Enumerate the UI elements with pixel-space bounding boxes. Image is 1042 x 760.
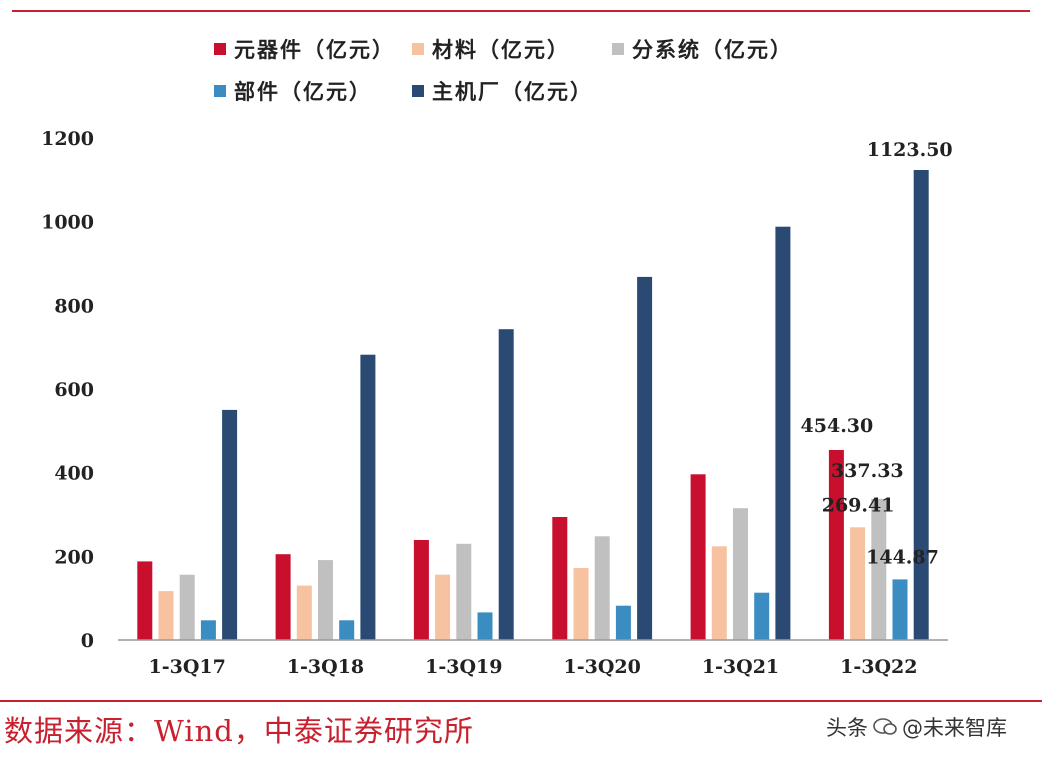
data-label-4: 1123.50 [867, 139, 953, 161]
watermark: 头条 @未来智库 [826, 712, 1007, 742]
legend-item-materials: 材料（亿元） [412, 34, 570, 64]
legend-swatch-subsystems [612, 43, 624, 55]
bar-1-3Q22-s2 [871, 498, 887, 640]
legend-label-oem: 主机厂（亿元） [432, 79, 593, 104]
bar-1-3Q21-s0 [690, 474, 706, 640]
legend: 元器件（亿元） 材料（亿元） 分系统（亿元） 部件（亿元） 主机厂（亿元） [214, 34, 834, 114]
x-tick-label-0: 1-3Q17 [149, 656, 226, 678]
y-tick-label-6: 1200 [41, 128, 94, 150]
source-note: 数据来源：Wind，中泰证券研究所 [4, 714, 474, 748]
bar-1-3Q19-s2 [456, 543, 472, 640]
data-label-3: 144.87 [866, 546, 939, 568]
bar-1-3Q20-s3 [615, 605, 631, 640]
bar-1-3Q19-s3 [477, 612, 493, 640]
bar-1-3Q20-s0 [552, 517, 568, 640]
y-tick-label-3: 600 [54, 379, 94, 401]
bar-1-3Q18-s0 [275, 554, 291, 640]
bar-1-3Q17-s2 [179, 574, 195, 640]
bar-1-3Q17-s4 [222, 409, 238, 640]
x-tick-label-1: 1-3Q18 [287, 656, 364, 678]
bar-1-3Q20-s4 [637, 276, 653, 640]
bar-1-3Q17-s3 [200, 620, 216, 640]
bar-1-3Q19-s0 [413, 540, 429, 640]
bar-1-3Q22-s1 [850, 527, 866, 640]
data-label-2: 337.33 [831, 460, 904, 482]
data-label-1: 269.41 [822, 494, 895, 516]
bar-1-3Q18-s1 [296, 585, 312, 640]
legend-swatch-oem [412, 85, 424, 97]
bar-1-3Q22-s3 [892, 579, 908, 640]
watermark-handle: @未来智库 [902, 716, 1007, 740]
legend-swatch-parts [214, 85, 226, 97]
bar-1-3Q18-s3 [339, 620, 355, 640]
bottom-rule [0, 700, 1042, 702]
bar-1-3Q19-s1 [435, 574, 451, 640]
bar-1-3Q20-s1 [573, 568, 589, 640]
x-tick-label-2: 1-3Q19 [425, 656, 502, 678]
y-tick-label-2: 400 [54, 463, 94, 485]
bar-1-3Q18-s2 [318, 560, 333, 640]
y-tick-label-0: 0 [81, 630, 94, 652]
y-axis-ticks: 0 200 400 600 800 1000 1200 [41, 128, 94, 652]
legend-item-oem: 主机厂（亿元） [412, 76, 593, 106]
x-axis-ticks: 1-3Q17 1-3Q18 1-3Q19 1-3Q20 1-3Q21 1-3Q22 [149, 656, 918, 678]
bar-1-3Q22-s0 [828, 450, 844, 640]
bar-1-3Q17-s0 [137, 561, 153, 640]
data-label-0: 454.30 [801, 415, 874, 437]
bar-1-3Q21-s4 [775, 226, 791, 640]
y-tick-label-1: 200 [54, 546, 94, 568]
legend-swatch-materials [412, 43, 424, 55]
bar-1-3Q21-s3 [754, 592, 770, 640]
bar-chart: 0 200 400 600 800 1000 1200 1-3Q17 1-3Q18 1-3Q19… [41, 128, 953, 678]
bar-1-3Q17-s1 [158, 591, 174, 640]
y-tick-label-5: 1000 [41, 212, 94, 234]
x-tick-label-5: 1-3Q22 [840, 656, 917, 678]
x-tick-label-4: 1-3Q21 [702, 656, 779, 678]
legend-label-materials: 材料（亿元） [432, 37, 570, 62]
top-rule [12, 10, 1030, 12]
legend-swatch-components [214, 43, 226, 55]
y-tick-label-4: 800 [54, 295, 94, 317]
legend-label-subsystems: 分系统（亿元） [632, 37, 793, 62]
chat-bubble-icon [873, 718, 897, 735]
watermark-prefix: 头条 [826, 716, 868, 740]
bar-1-3Q20-s2 [594, 536, 610, 640]
legend-label-parts: 部件（亿元） [234, 79, 372, 104]
bar-1-3Q21-s1 [711, 546, 727, 640]
legend-item-components: 元器件（亿元） [214, 34, 395, 64]
data-labels: 454.30 269.41 337.33 144.87 1123.50 [801, 139, 953, 568]
bars [137, 170, 929, 640]
bar-1-3Q21-s2 [733, 508, 748, 640]
legend-label-components: 元器件（亿元） [234, 37, 395, 62]
legend-item-subsystems: 分系统（亿元） [612, 34, 793, 64]
x-tick-label-3: 1-3Q20 [564, 656, 641, 678]
legend-item-parts: 部件（亿元） [214, 76, 372, 106]
bar-1-3Q18-s4 [360, 354, 376, 640]
bar-1-3Q19-s4 [498, 329, 514, 640]
bar-1-3Q22-s4 [913, 170, 929, 640]
